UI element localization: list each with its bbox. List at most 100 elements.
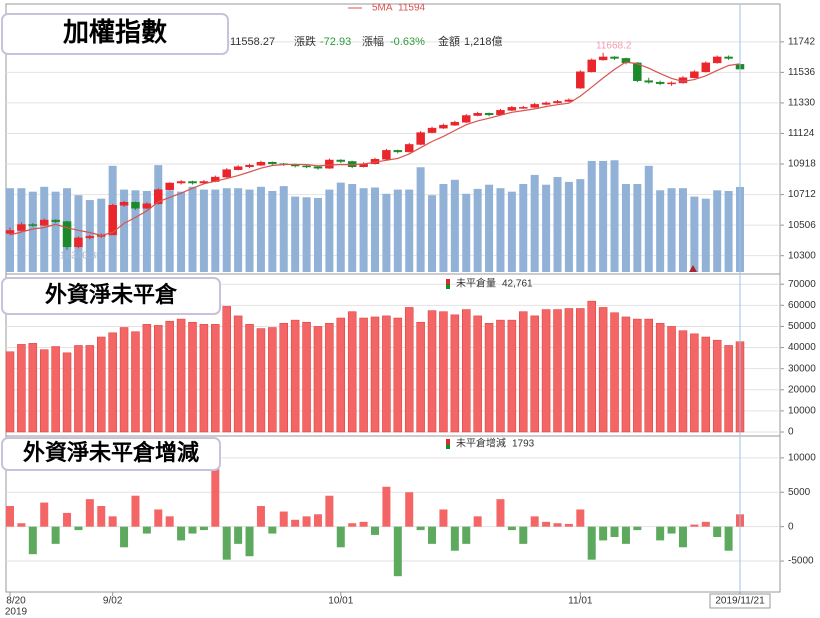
- volume-bar: [177, 191, 186, 272]
- bar: [393, 526, 402, 577]
- bar: [553, 309, 562, 433]
- marker-triangle: [689, 265, 697, 272]
- candle-body: [325, 159, 334, 169]
- candle-body: [313, 166, 323, 169]
- candle-body: [302, 165, 311, 168]
- volume-bar: [644, 165, 653, 272]
- bar: [690, 524, 699, 527]
- volume-bar: [359, 188, 368, 272]
- candle-body: [62, 221, 72, 248]
- bar: [97, 336, 106, 433]
- bar: [63, 512, 72, 527]
- candle-body: [222, 169, 231, 178]
- volume-bar: [325, 189, 334, 272]
- bar: [610, 526, 619, 537]
- candle-body: [450, 121, 460, 126]
- volume-bar: [473, 188, 482, 272]
- candle-body: [690, 71, 699, 78]
- bar: [450, 526, 459, 551]
- volume-bar: [120, 189, 129, 272]
- y-tick-label: 10000: [788, 453, 816, 464]
- bar: [690, 333, 699, 433]
- bar: [382, 315, 391, 433]
- panel-title: 加權指數: [63, 18, 167, 47]
- volume-bar: [393, 189, 402, 272]
- y-tick-label: 20000: [788, 384, 816, 395]
- volume-bar: [416, 167, 425, 272]
- bar: [131, 495, 140, 527]
- bar: [74, 526, 83, 531]
- y-tick-label: 0: [788, 521, 794, 532]
- candle-body: [701, 62, 711, 73]
- bar: [359, 317, 368, 433]
- bar: [507, 319, 517, 433]
- volume-bar: [348, 184, 357, 272]
- bar: [291, 519, 300, 527]
- candle-body: [28, 224, 38, 226]
- bar: [428, 526, 437, 544]
- bar: [85, 499, 94, 527]
- volume-bar: [678, 188, 687, 272]
- candle-body: [142, 203, 152, 209]
- bar: [655, 323, 665, 433]
- legend-value: 11594: [398, 3, 426, 14]
- candle-body: [587, 59, 596, 73]
- bar: [370, 316, 380, 433]
- volume-bar: [336, 182, 345, 272]
- volume-bar: [690, 196, 699, 272]
- candle-body: [188, 181, 197, 184]
- legend-swatch: [446, 279, 450, 284]
- change-value: -72.93: [320, 36, 351, 48]
- bar: [211, 466, 220, 527]
- candle-body: [507, 107, 517, 111]
- bar: [644, 318, 653, 433]
- volume-bar: [701, 198, 710, 272]
- bar: [302, 516, 311, 527]
- bar: [268, 327, 277, 433]
- bar: [142, 324, 152, 433]
- candle-body: [393, 150, 403, 153]
- legend-value: 42,761: [502, 279, 533, 290]
- bar: [587, 300, 596, 433]
- candle-body: [404, 144, 414, 153]
- bar: [325, 323, 334, 433]
- y-tick-label: 0: [788, 427, 794, 438]
- legend-swatch: [446, 439, 450, 444]
- bar: [621, 316, 631, 433]
- bar: [348, 523, 357, 527]
- candle-body: [484, 113, 494, 116]
- annotation: 11668.2: [596, 41, 632, 52]
- volume-bar: [564, 181, 573, 272]
- bar: [564, 523, 573, 527]
- bar: [416, 526, 425, 531]
- bar: [701, 336, 711, 433]
- candle-body: [439, 124, 448, 129]
- y-tick-label: 11330: [788, 98, 816, 109]
- volume-bar: [154, 165, 163, 272]
- bar: [108, 332, 117, 433]
- bar: [519, 311, 528, 433]
- volume-bar: [713, 190, 722, 272]
- bar: [325, 495, 334, 527]
- y-tick-label: 11536: [788, 67, 816, 78]
- candle-body: [336, 159, 346, 162]
- bar: [188, 526, 197, 534]
- candle-body: [462, 115, 471, 123]
- bar: [234, 526, 243, 544]
- candle-body: [541, 102, 551, 105]
- candle-body: [165, 182, 174, 190]
- x-tick-label: 11/01: [568, 596, 593, 607]
- bar: [62, 352, 72, 433]
- bar: [633, 318, 642, 433]
- volume-bar: [313, 197, 322, 272]
- bar: [462, 309, 471, 433]
- volume-bar: [165, 190, 174, 272]
- bar: [564, 308, 574, 433]
- bar: [233, 315, 243, 433]
- y-tick-label: 30000: [788, 363, 816, 374]
- volume-bar: [382, 193, 391, 272]
- bar: [473, 516, 482, 527]
- bar: [165, 320, 174, 433]
- bar: [222, 526, 231, 560]
- y-tick-label: -5000: [788, 556, 814, 567]
